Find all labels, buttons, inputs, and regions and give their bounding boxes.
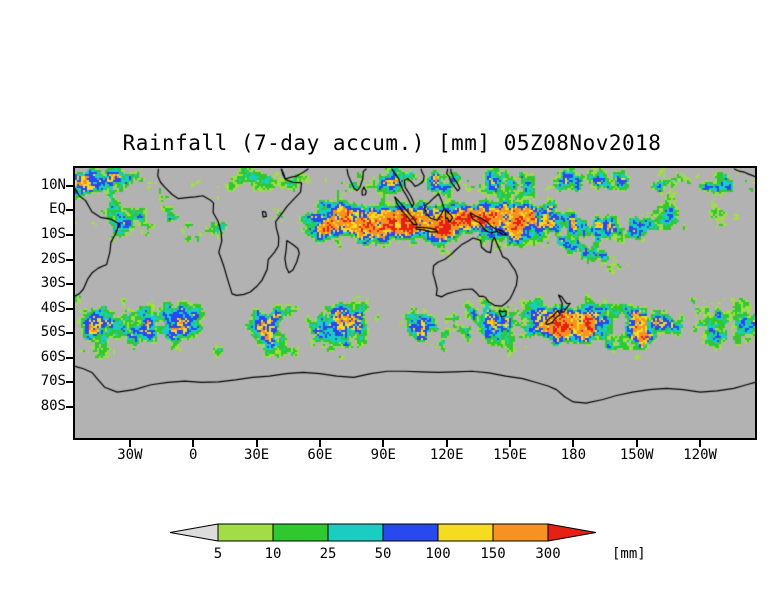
lon-tick-label: 120E [429,447,464,463]
lat-tick-label: EQ [49,201,66,218]
legend-bin-10 [272,523,329,542]
legend-threshold-label: 300 [535,546,560,562]
lon-tick [635,440,638,447]
lon-tick-label: 120W [683,447,717,463]
lat-tick [66,356,73,359]
legend-bin-150 [492,523,549,542]
legend-threshold-label: 10 [265,546,282,562]
lon-tick [382,440,385,447]
lon-tick-label: 150W [619,447,654,463]
legend-threshold-label: 150 [480,546,505,562]
lat-tick-label: 60S [40,348,66,365]
lon-tick-label: 90E [370,447,396,463]
lon-tick [128,440,131,447]
lat-tick-label: 30S [40,275,66,292]
lat-tick [66,405,73,408]
chart-title: Rainfall (7-day accum.) [mm] 05Z08Nov201… [122,131,662,155]
map-frame [73,166,757,440]
lon-tick [318,440,321,447]
lat-tick [66,234,73,236]
lat-tick [66,283,73,286]
legend-arrow-high [547,523,597,542]
legend-arrow-low [169,523,219,542]
lat-tick-label: 70S [40,373,66,390]
lon-tick [572,440,575,447]
lat-tick [66,184,73,187]
lon-tick [509,440,512,447]
lon-tick [255,440,258,447]
lat-tick-label: 10S [40,226,66,242]
lon-tick-label: 0 [189,447,198,463]
lat-tick-label: 10N [40,176,66,193]
legend-colorbar: 5 10 25 50 100 150 300 [mm] [169,523,646,562]
legend-bin-5 [217,523,274,542]
lat-tick [66,307,73,310]
lat-tick [66,332,73,335]
lat-tick-label: 50S [40,324,66,341]
legend-threshold-label: 5 [214,546,222,562]
lon-tick [699,440,702,447]
legend-unit-label: [mm] [612,546,646,562]
lat-tick [66,381,73,384]
lat-tick [66,209,73,212]
lon-tick [192,440,195,447]
legend-threshold-label: 50 [375,546,392,562]
legend-bin-25 [327,523,384,542]
lon-tick-label: 150E [493,447,527,463]
rainfall-map-canvas [75,168,755,438]
lat-tick-label: 20S [40,250,66,267]
lon-tick-label: 180 [560,447,587,463]
lon-tick-label: 30W [117,447,143,463]
lat-tick-label: 40S [40,299,66,316]
legend-bin-100 [437,523,494,542]
lon-tick-label: 30E [243,447,270,463]
lon-tick [445,440,448,447]
lat-tick [66,258,73,261]
lat-tick-label: 80S [40,397,66,414]
legend-bin-50 [382,523,439,542]
lon-tick-label: 60E [307,447,333,463]
legend-threshold-label: 100 [425,546,450,562]
legend-threshold-label: 25 [320,546,337,562]
